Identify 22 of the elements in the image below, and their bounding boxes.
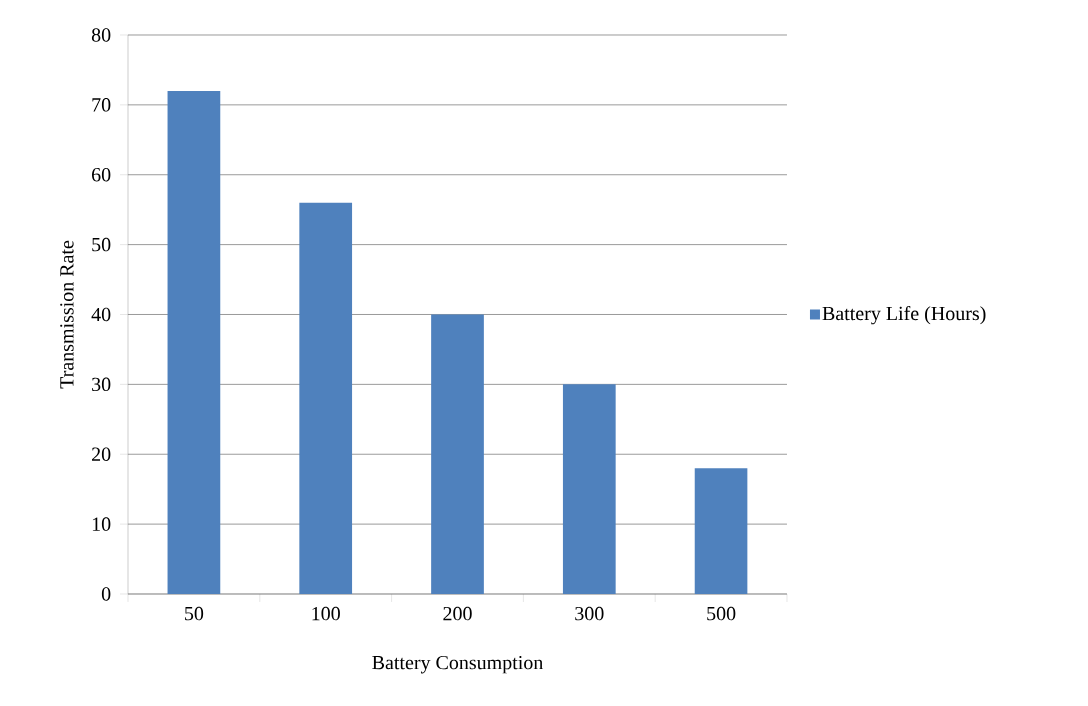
y-tick-label: 40 — [91, 307, 111, 322]
bar — [167, 90, 221, 594]
y-tick-label: 80 — [91, 28, 111, 42]
x-axis-title: Battery Consumption — [372, 655, 544, 674]
y-tick-label: 10 — [92, 517, 111, 531]
y-axis-title: Transmission Rate — [60, 240, 74, 389]
x-tick-label: 300 — [575, 606, 604, 621]
bar — [562, 384, 616, 594]
y-tick-label: 70 — [92, 98, 111, 112]
y-tick-label: 0 — [101, 587, 111, 601]
y-tick-label: 50 — [92, 237, 111, 252]
y-tick-label: 20 — [92, 447, 111, 461]
x-tick-label: 100 — [312, 606, 340, 621]
x-tick-label: 50 — [185, 606, 204, 621]
x-tick-label: 500 — [707, 606, 736, 621]
x-tick-label: 200 — [443, 606, 472, 621]
bar — [299, 202, 353, 594]
y-tick-label: 30 — [92, 377, 111, 392]
bar — [431, 314, 484, 594]
legend-label: Battery Life (Hours) — [822, 305, 986, 325]
bar — [694, 468, 748, 594]
y-tick-label: 60 — [92, 168, 111, 182]
